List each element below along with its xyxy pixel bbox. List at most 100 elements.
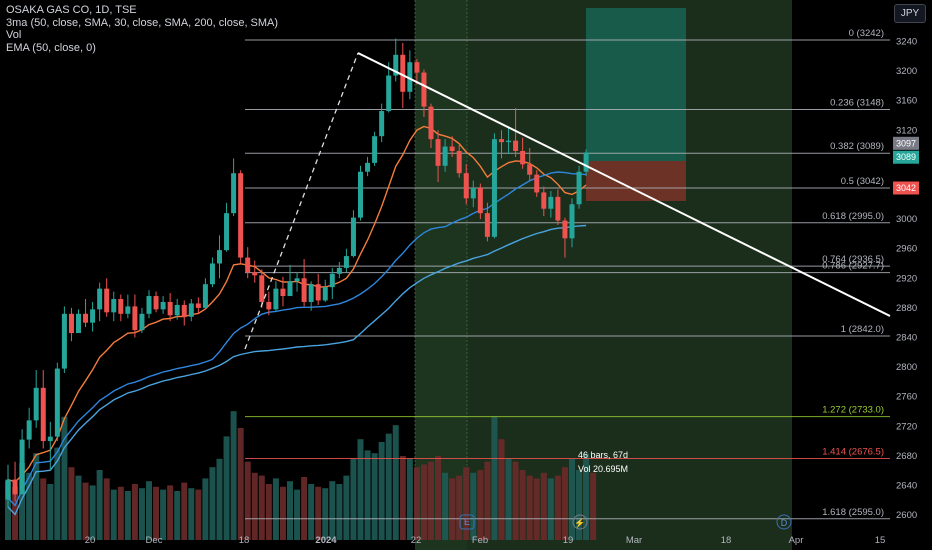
long-position-profit-zone[interactable] <box>586 8 686 161</box>
candle-body <box>287 281 293 297</box>
price-tick-label: 2840 <box>896 332 917 343</box>
price-tick-label: 3000 <box>896 214 917 225</box>
volume-bar <box>110 489 117 540</box>
volume-bar <box>287 481 293 540</box>
fib-level-label: 1 (2842.0) <box>841 324 884 335</box>
price-axis[interactable] <box>892 0 932 550</box>
volume-bar <box>406 458 413 540</box>
currency-button[interactable]: JPY <box>894 4 926 23</box>
volume-indicator-label[interactable]: Vol <box>6 29 22 41</box>
volume-bar <box>336 484 343 540</box>
volume-bar <box>420 464 427 540</box>
time-tick-label: Apr <box>789 535 804 546</box>
candle-body <box>449 146 455 151</box>
volume-bar <box>343 475 350 540</box>
volume-bar <box>308 484 315 540</box>
earnings-marker[interactable]: E <box>459 514 475 530</box>
fib-retracement[interactable]: 0 (3242) 0.236 (3148) 0.382 (3089) 0.5 (304… <box>245 28 890 520</box>
candle-body <box>491 139 497 237</box>
candle-body <box>273 288 279 310</box>
candle-body <box>202 284 208 308</box>
volume-bar <box>385 433 392 540</box>
candle-body <box>506 140 512 143</box>
fib-level-label: 0 (3242) <box>849 28 884 39</box>
volume-bar <box>96 470 103 540</box>
candle-body <box>139 313 145 331</box>
ema-indicator-label[interactable]: EMA (50, close, 0) <box>6 41 96 54</box>
volume-bar <box>315 486 322 540</box>
candle-body <box>209 263 215 285</box>
candle-body <box>463 173 469 199</box>
dividend-icon: D <box>781 518 788 528</box>
dashed-trendline[interactable] <box>244 52 359 350</box>
candlesticks <box>5 38 589 508</box>
time-tick-label: 18 <box>239 535 250 546</box>
volume-bar <box>26 472 33 540</box>
candle-body <box>442 146 448 166</box>
candle-body <box>259 275 265 302</box>
time-tick-label: 20 <box>85 535 96 546</box>
candle-body <box>245 257 251 273</box>
candle-body <box>33 387 39 421</box>
descending-trendline[interactable] <box>357 52 891 317</box>
candle-body <box>118 299 124 314</box>
candle-body <box>520 151 526 165</box>
price-tag-label: 3097 <box>896 138 916 148</box>
sma-50-line <box>7 224 587 516</box>
dividend-marker[interactable]: D <box>776 514 792 530</box>
fib-level-label: 0.236 (3148) <box>830 98 884 109</box>
volume-bar <box>237 428 244 540</box>
candle-body <box>343 256 349 268</box>
volume-bar <box>19 463 26 540</box>
fib-level-label: 1.272 (2733.0) <box>822 405 884 416</box>
candle-body <box>308 284 314 302</box>
time-tick-label: Feb <box>472 535 488 546</box>
price-tick-label: 2920 <box>896 273 917 284</box>
candle-body <box>513 140 519 151</box>
volume-bar <box>181 482 188 540</box>
volume-bar <box>33 453 40 540</box>
volume-bar <box>590 472 597 540</box>
candle-body <box>583 152 589 172</box>
split-marker[interactable]: ⚡ <box>572 514 588 530</box>
volume-bar <box>103 478 110 540</box>
volume-bar <box>498 439 505 540</box>
candle-body <box>125 306 131 314</box>
candle-body <box>294 278 300 282</box>
candle-body <box>315 284 321 301</box>
volume-bar <box>167 485 174 540</box>
candle-body <box>386 75 392 112</box>
candle-body <box>569 204 575 239</box>
candle-body <box>146 296 152 314</box>
candle-body <box>329 273 335 288</box>
candle-body <box>280 288 286 297</box>
time-axis[interactable]: 20 Dec 18 2024 22 Feb 19 Mar 18 Apr 15 <box>85 535 886 546</box>
time-tick-label: Mar <box>626 535 642 546</box>
time-tick-label: 2024 <box>315 535 337 546</box>
candle-body <box>379 111 385 137</box>
volume-bar <box>202 478 209 540</box>
candle-body <box>26 420 32 440</box>
volume-bar <box>160 489 167 540</box>
chart-legend: OSAKA GAS CO, 1D, TSE 3ma (50, close, SM… <box>6 4 278 54</box>
volume-bar <box>244 461 251 540</box>
candle-body <box>40 387 46 442</box>
symbol-title[interactable]: OSAKA GAS CO, 1D, TSE <box>6 4 137 16</box>
long-position-loss-zone[interactable] <box>586 161 686 201</box>
volume-bar <box>519 470 526 540</box>
volume-bar <box>569 458 575 540</box>
volume-bar <box>322 488 329 540</box>
time-tick-label: 15 <box>875 535 886 546</box>
candle-body <box>217 250 222 264</box>
price-tick-label: 3240 <box>896 36 917 47</box>
price-tick-label: 3120 <box>896 125 917 136</box>
sma-30-line <box>7 171 587 507</box>
candle-body <box>19 439 25 495</box>
volume-bar <box>449 478 456 540</box>
fib-level-label: 1.618 (2595.0) <box>822 507 884 518</box>
time-tick-label: 19 <box>563 535 574 546</box>
ma-indicator-label[interactable]: 3ma (50, close, SMA, 30, close, SMA, 200… <box>6 16 279 29</box>
volume-bar <box>223 436 230 540</box>
volume-bar <box>75 475 82 540</box>
